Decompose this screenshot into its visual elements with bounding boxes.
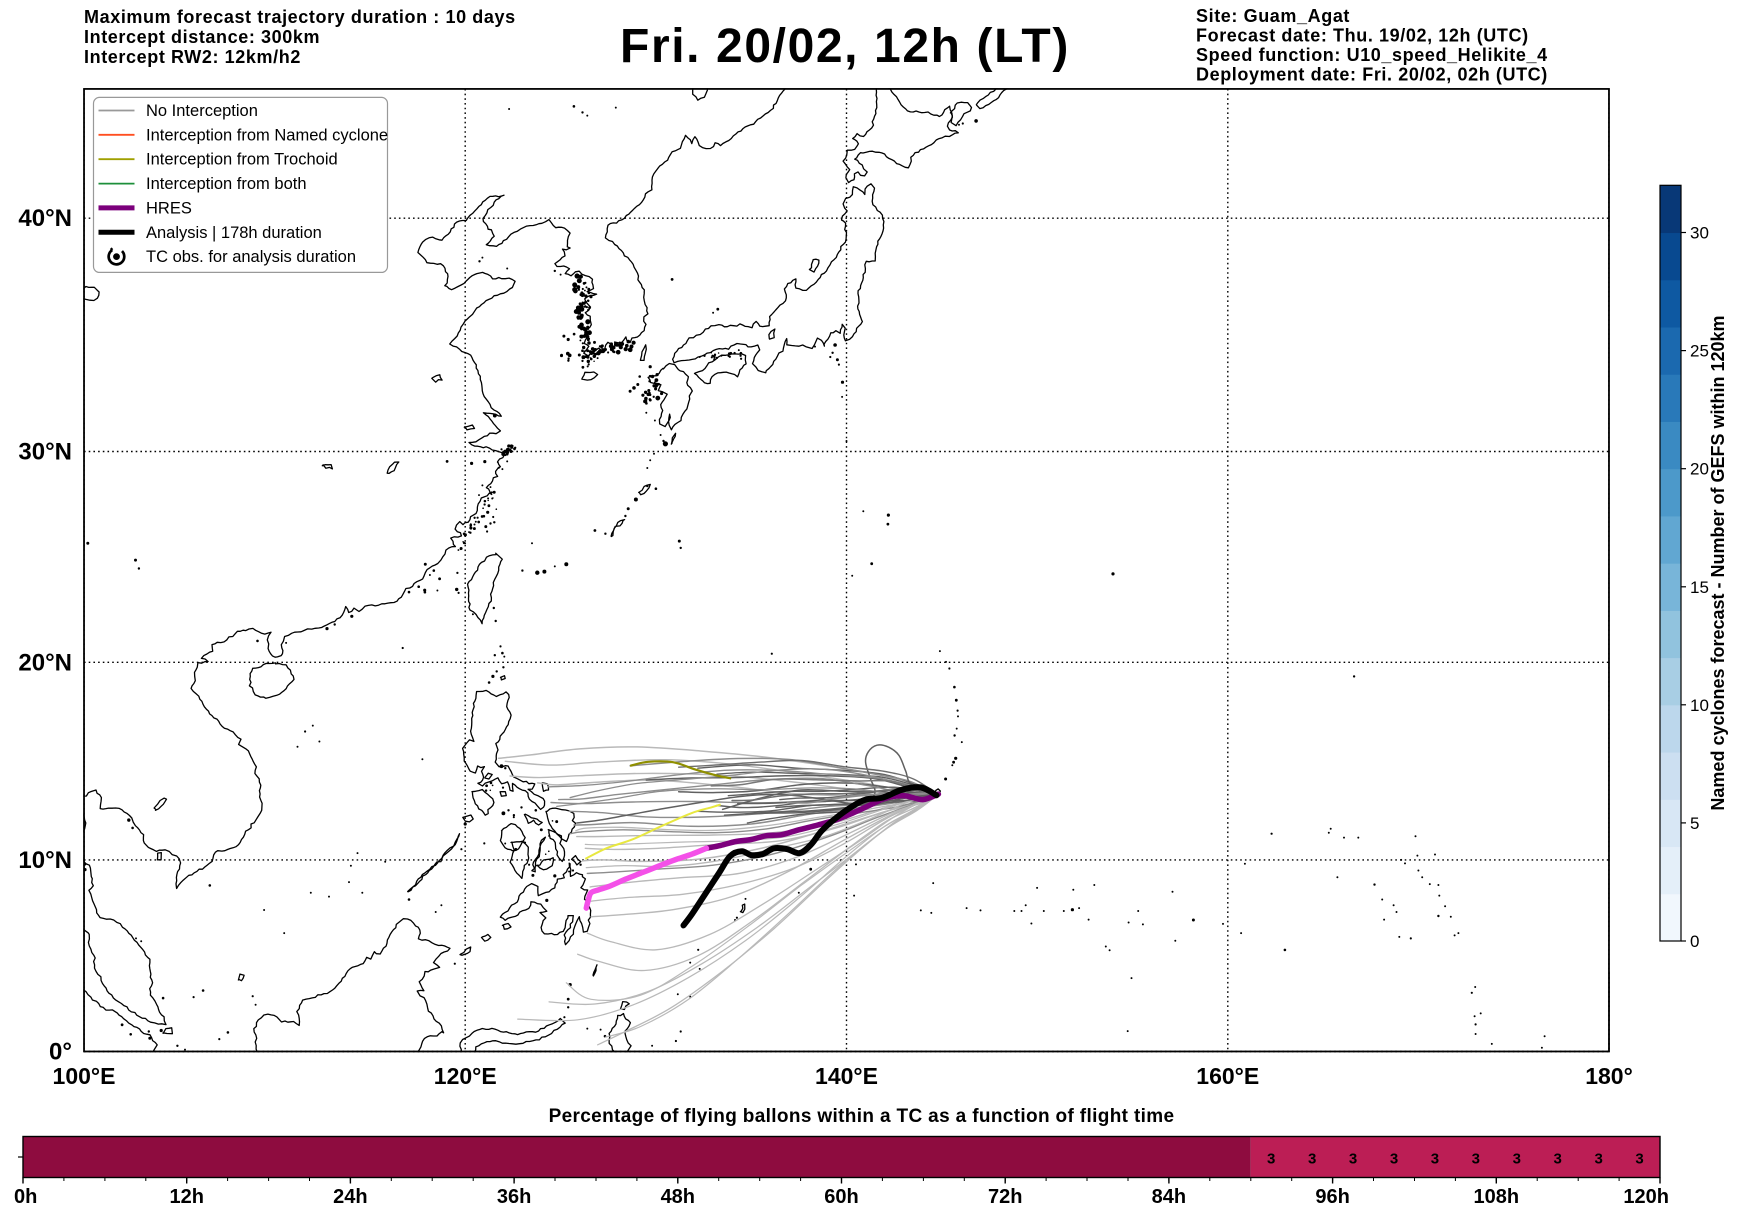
svg-text:20°N: 20°N — [18, 649, 72, 676]
svg-text:10: 10 — [1690, 696, 1709, 715]
svg-text:108h: 108h — [1474, 1186, 1520, 1208]
svg-text:140°E: 140°E — [815, 1063, 878, 1089]
svg-text:36h: 36h — [497, 1186, 531, 1208]
svg-text:20: 20 — [1690, 460, 1709, 479]
svg-text:3: 3 — [1554, 1151, 1562, 1168]
svg-text:Maximum forecast trajectory du: Maximum forecast trajectory duration : 1… — [84, 7, 516, 27]
svg-text:3: 3 — [1635, 1151, 1643, 1168]
svg-text:30°N: 30°N — [18, 439, 72, 466]
svg-text:Site: Guam_Agat: Site: Guam_Agat — [1196, 6, 1350, 26]
svg-text:3: 3 — [1349, 1151, 1357, 1168]
svg-text:84h: 84h — [1152, 1186, 1186, 1208]
svg-text:Fri. 20/02, 12h (LT): Fri. 20/02, 12h (LT) — [620, 20, 1070, 73]
svg-text:96h: 96h — [1315, 1186, 1349, 1208]
svg-text:15: 15 — [1690, 578, 1709, 597]
svg-text:72h: 72h — [988, 1186, 1022, 1208]
svg-text:TC obs. for analysis duration: TC obs. for analysis duration — [146, 248, 356, 266]
svg-text:Deployment date: Fri. 20/02, 0: Deployment date: Fri. 20/02, 02h (UTC) — [1196, 65, 1548, 85]
svg-text:3: 3 — [1390, 1151, 1398, 1168]
svg-text:120h: 120h — [1623, 1186, 1669, 1208]
svg-text:100°E: 100°E — [53, 1063, 116, 1089]
svg-text:Percentage of flying ballons w: Percentage of flying ballons within a TC… — [549, 1106, 1175, 1127]
svg-text:HRES: HRES — [146, 199, 192, 217]
svg-text:Intercept distance: 300km: Intercept distance: 300km — [84, 27, 320, 47]
svg-text:0h: 0h — [14, 1186, 37, 1208]
svg-text:60h: 60h — [824, 1186, 858, 1208]
svg-text:0: 0 — [1690, 932, 1699, 951]
svg-text:120°E: 120°E — [434, 1063, 497, 1089]
svg-text:12h: 12h — [169, 1186, 203, 1208]
svg-text:3: 3 — [1267, 1151, 1275, 1168]
svg-text:40°N: 40°N — [18, 205, 72, 232]
svg-text:5: 5 — [1690, 814, 1699, 833]
svg-text:30: 30 — [1690, 224, 1709, 243]
svg-text:25: 25 — [1690, 342, 1709, 361]
svg-text:0°: 0° — [49, 1039, 72, 1066]
svg-text:3: 3 — [1472, 1151, 1480, 1168]
svg-text:3: 3 — [1431, 1151, 1439, 1168]
svg-text:Speed function: U10_speed_Heli: Speed function: U10_speed_Helikite_4 — [1196, 45, 1548, 65]
svg-text:10°N: 10°N — [18, 847, 72, 874]
svg-text:3: 3 — [1308, 1151, 1316, 1168]
svg-text:24h: 24h — [333, 1186, 367, 1208]
svg-text:Analysis | 178h duration: Analysis | 178h duration — [146, 224, 322, 242]
svg-text:Interception from Named cyclon: Interception from Named cyclone — [146, 126, 388, 144]
svg-text:3: 3 — [1594, 1151, 1602, 1168]
svg-text:No Interception: No Interception — [146, 102, 258, 120]
svg-text:180°: 180° — [1585, 1063, 1633, 1089]
svg-text:Named cyclones forecast - Numb: Named cyclones forecast - Number of GEFS… — [1708, 315, 1728, 810]
svg-text:Interception from Trochoid: Interception from Trochoid — [146, 151, 338, 169]
svg-text:3: 3 — [1513, 1151, 1521, 1168]
svg-text:48h: 48h — [661, 1186, 695, 1208]
svg-text:Forecast date: Thu. 19/02, 12h: Forecast date: Thu. 19/02, 12h (UTC) — [1196, 26, 1529, 46]
svg-text:Intercept RW2: 12km/h2: Intercept RW2: 12km/h2 — [84, 47, 301, 67]
svg-text:Interception from both: Interception from both — [146, 175, 307, 193]
svg-text:160°E: 160°E — [1196, 1063, 1259, 1089]
